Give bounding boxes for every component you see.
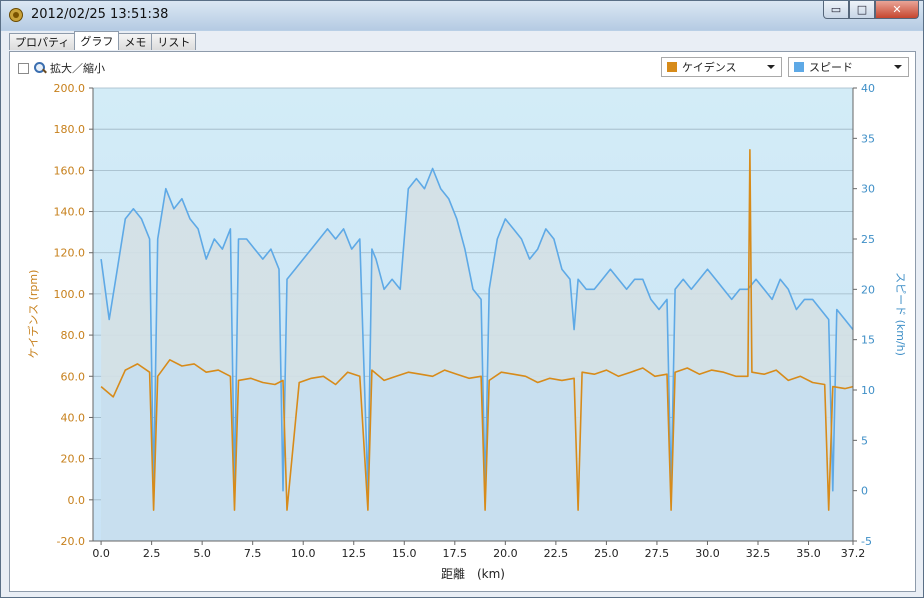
y-axis-left-label: ケイデンス (rpm) [26, 270, 40, 359]
x-tick-label: 37.2 [841, 547, 866, 560]
x-tick-label: 5.0 [193, 547, 211, 560]
app-icon [9, 8, 23, 22]
y-left-tick-label: 160.0 [54, 164, 86, 177]
x-tick-label: 0.0 [92, 547, 110, 560]
close-button[interactable]: ✕ [875, 1, 919, 19]
window-title: 2012/02/25 13:51:38 [31, 7, 169, 22]
chevron-down-icon [894, 65, 902, 69]
series-line [100, 167, 854, 492]
y-left-tick-label: 180.0 [54, 123, 86, 136]
window-controls: ▭ □ ✕ [823, 1, 919, 21]
y-left-tick-label: 80.0 [61, 329, 86, 342]
y-right-tick-label: -5 [861, 535, 872, 548]
y-right-tick-label: 35 [861, 132, 875, 145]
left-series-select-value: ケイデンス [682, 61, 737, 74]
y-left-tick-label: 60.0 [61, 370, 86, 383]
speed-swatch-icon [794, 62, 804, 72]
series-area [101, 149, 854, 542]
right-series-select[interactable]: スピード [788, 57, 909, 77]
title-bar[interactable]: 2012/02/25 13:51:38 ▭ □ ✕ [1, 1, 923, 30]
tab-memo[interactable]: メモ [118, 33, 153, 50]
y-left-tick-label: 120.0 [54, 247, 86, 260]
y-right-tick-label: 10 [861, 384, 875, 397]
zoom-toggle[interactable]: 拡大／縮小 [18, 60, 105, 76]
magnifier-icon [34, 61, 47, 75]
x-tick-label: 17.5 [443, 547, 468, 560]
x-tick-label: 32.5 [746, 547, 771, 560]
x-tick-label: 35.0 [796, 547, 821, 560]
x-tick-label: 12.5 [341, 547, 366, 560]
tab-properties[interactable]: プロパティ [9, 33, 76, 50]
y-right-tick-label: 20 [861, 283, 875, 296]
y-right-tick-label: 0 [861, 485, 868, 498]
x-tick-label: 15.0 [392, 547, 417, 560]
y-right-tick-label: 5 [861, 434, 868, 447]
series-line [100, 149, 854, 511]
x-tick-label: 10.0 [291, 547, 316, 560]
tab-list[interactable]: リスト [151, 33, 197, 50]
right-series-select-value: スピード [809, 61, 853, 74]
x-tick-label: 27.5 [645, 547, 670, 560]
tab-graph[interactable]: グラフ [74, 31, 120, 50]
chevron-down-icon [767, 65, 775, 69]
series-layer [100, 149, 854, 542]
y-right-tick-label: 40 [861, 82, 875, 95]
x-tick-label: 30.0 [695, 547, 720, 560]
tab-bar: プロパティ グラフ メモ リスト [9, 31, 197, 51]
minimize-button[interactable]: ▭ [823, 1, 849, 19]
zoom-checkbox[interactable] [18, 62, 29, 74]
y-right-tick-label: 30 [861, 183, 875, 196]
x-tick-label: 7.5 [244, 547, 262, 560]
maximize-button[interactable]: □ [849, 1, 875, 19]
x-tick-label: 2.5 [143, 547, 161, 560]
y-left-tick-label: 140.0 [54, 206, 86, 219]
y-left-tick-label: 200.0 [54, 82, 86, 95]
y-axis-right-label: スピード (km/h) [894, 272, 907, 356]
x-tick-label: 25.0 [594, 547, 619, 560]
y-right-tick-label: 25 [861, 233, 875, 246]
x-tick-label: 20.0 [493, 547, 518, 560]
x-axis-label: 距離 (km) [441, 567, 505, 581]
y-left-tick-label: -20.0 [57, 535, 85, 548]
axes: -20.00.020.040.060.080.0100.0120.0140.01… [54, 82, 876, 560]
zoom-label: 拡大／縮小 [50, 62, 105, 75]
y-left-tick-label: 100.0 [54, 288, 86, 301]
y-right-tick-label: 15 [861, 334, 875, 347]
y-left-tick-label: 0.0 [68, 494, 86, 507]
x-tick-label: 22.5 [544, 547, 569, 560]
y-left-tick-label: 20.0 [61, 453, 86, 466]
y-left-tick-label: 40.0 [61, 411, 86, 424]
cadence-swatch-icon [667, 62, 677, 72]
left-series-select[interactable]: ケイデンス [661, 57, 782, 77]
